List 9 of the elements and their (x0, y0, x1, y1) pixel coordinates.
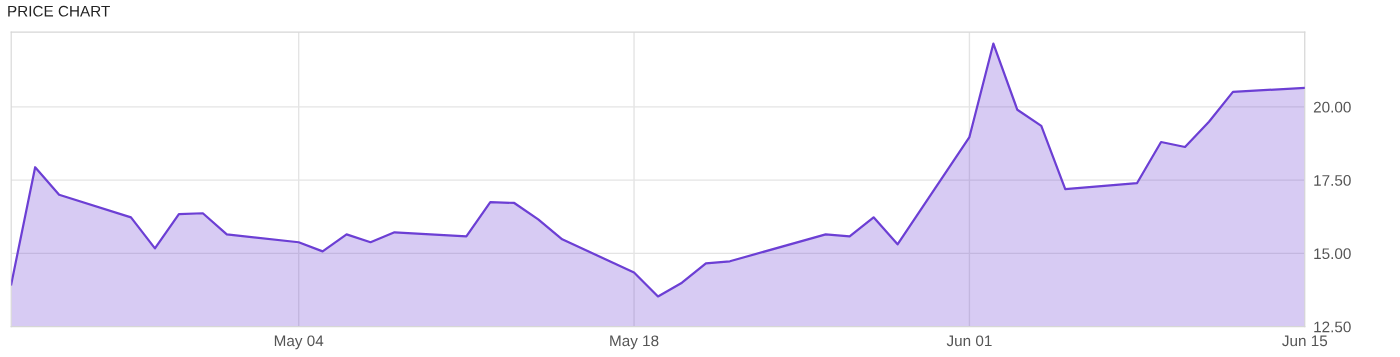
x-tick-label: Jun 01 (946, 335, 992, 347)
y-tick-label: 17.50 (1314, 174, 1351, 186)
x-tick-label: Jun 15 (1282, 335, 1328, 347)
y-tick-label: 20.00 (1313, 101, 1351, 113)
chart-title: PRICE CHART (8, 5, 110, 17)
y-tick-label: 15.00 (1314, 248, 1351, 260)
y-tick-label: 12.50 (1314, 321, 1351, 333)
x-tick-label: May 18 (610, 335, 659, 350)
x-tick-label: May 04 (274, 335, 324, 350)
